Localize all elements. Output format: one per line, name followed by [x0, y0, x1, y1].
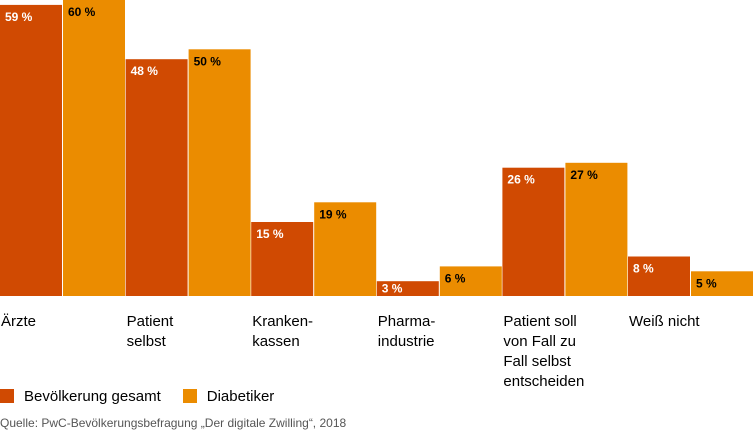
bar-bevoelkerung-1 [125, 59, 188, 297]
legend: Bevölkerung gesamt Diabetiker [0, 386, 296, 406]
category-label-1: Patient selbst [127, 312, 247, 352]
legend-label-bevoelkerung: Bevölkerung gesamt [24, 387, 161, 405]
data-label-bevoelkerung-0: 59 % [5, 10, 33, 24]
data-label-bevoelkerung-5: 8 % [633, 262, 654, 276]
category-label-4: Patient soll von Fall zu Fall selbst entsch… [503, 312, 623, 392]
data-label-diabetiker-4: 27 % [570, 168, 598, 182]
category-label-4-line-1: von Fall zu [503, 333, 576, 350]
category-label-1-line-0: Patient [126, 313, 174, 330]
bar-bevoelkerung-5 [628, 256, 690, 296]
bar-diabetiker-4 [565, 162, 628, 296]
category-label-2-line-1: kassen [252, 333, 300, 350]
data-label-bevoelkerung-3: 3 % [382, 282, 403, 296]
data-label-diabetiker-5: 5 % [696, 276, 717, 290]
category-label-4-line-0: Patient soll [503, 313, 577, 330]
legend-item-diabetiker: Diabetiker [182, 387, 275, 405]
data-label-bevoelkerung-4: 26 % [507, 173, 535, 187]
data-label-bevoelkerung-2: 15 % [256, 227, 284, 241]
category-label-3-line-1: industrie [377, 333, 435, 350]
legend-label-diabetiker: Diabetiker [206, 387, 275, 405]
category-label-2: Kranken-kassen [252, 312, 372, 352]
data-label-diabetiker-3: 6 % [445, 271, 466, 285]
data-label-diabetiker-1: 50 % [194, 54, 222, 68]
category-label-0: Ärzte [1, 312, 121, 332]
legend-item-bevoelkerung: Bevölkerung gesamt [0, 388, 161, 405]
category-label-5: Weiß nicht [629, 312, 749, 332]
bar-bevoelkerung-3 [376, 281, 439, 296]
bar-diabetiker-2 [314, 202, 377, 296]
bar-diabetiker-5 [691, 271, 753, 296]
data-label-bevoelkerung-1: 48 % [131, 64, 159, 78]
bar-diabetiker-3 [439, 266, 502, 296]
bar-bevoelkerung-4 [502, 167, 565, 296]
category-label-0-line-0: Ärzte [1, 313, 37, 330]
category-label-3: Pharma-industrie [378, 312, 498, 352]
category-label-1-line-1: selbst [126, 333, 166, 350]
data-label-diabetiker-2: 19 % [319, 207, 347, 221]
data-label-diabetiker-0: 60 % [68, 5, 96, 19]
category-label-4-line-3: entscheiden [503, 373, 585, 390]
category-label-5-line-0: Weiß nicht [629, 313, 700, 330]
bar-diabetiker-0 [63, 0, 125, 296]
legend-swatch-diabetiker [182, 389, 197, 403]
bar-diabetiker-1 [188, 49, 251, 296]
category-label-3-line-0: Pharma- [377, 313, 436, 330]
category-label-2-line-0: Kranken- [252, 313, 314, 330]
legend-swatch-bevoelkerung [0, 389, 14, 403]
bar-bevoelkerung-2 [251, 222, 314, 296]
category-label-4-line-2: Fall selbst [503, 353, 571, 370]
bar-bevoelkerung-0 [0, 4, 62, 297]
source-note: Quelle: PwC-Bevölkerungsbefragung „Der d… [0, 416, 347, 430]
bar-chart: 59 % 60 % 48 % 50 % 15 % 19 % 3 % 6 % 26 % 27 % 8 … [0, 0, 753, 297]
